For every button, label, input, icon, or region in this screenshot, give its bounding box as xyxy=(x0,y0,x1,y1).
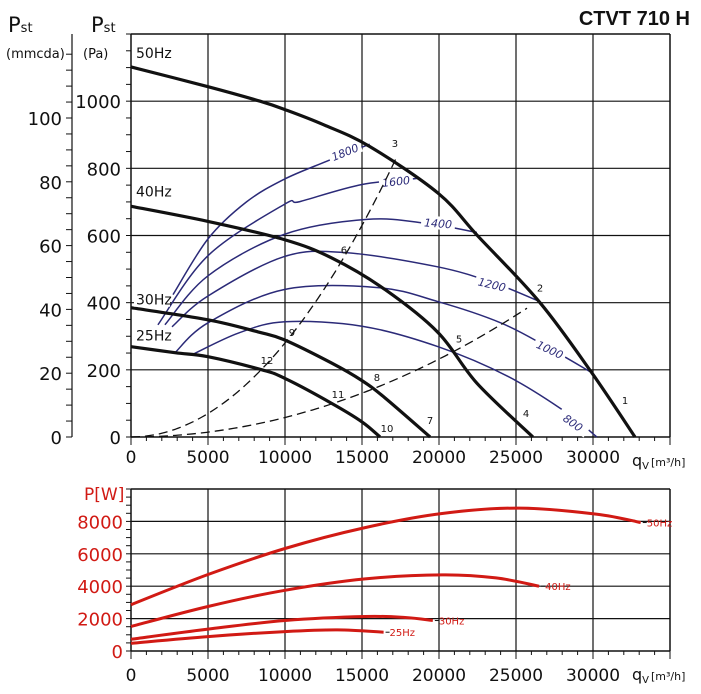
y-unit-mmcda: (mmcda) xyxy=(6,47,65,62)
rpm-label: 1600 xyxy=(381,174,410,190)
y-tick-label-pa: 0 xyxy=(110,428,121,449)
x-tick-label: 30000 xyxy=(566,448,620,468)
power-curve-label: 30Hz xyxy=(439,617,465,628)
operating-point-label: 11 xyxy=(332,390,345,401)
rpm-label-bg xyxy=(420,215,456,231)
x-axis-title: qV [m³/h] xyxy=(632,451,685,472)
fan-curve-30Hz xyxy=(130,306,432,439)
power-curve-label: 25Hz xyxy=(390,628,416,639)
system-curve-2 xyxy=(130,307,528,438)
x-title-main: q xyxy=(632,665,642,684)
power-curve-30Hz xyxy=(130,614,433,641)
y-tick-label-pa: 600 xyxy=(87,227,121,248)
y-tick-label-pa: 800 xyxy=(87,159,121,180)
y-title-main: P xyxy=(91,13,104,37)
y-tick-label-mmcda: 0 xyxy=(51,428,62,449)
x-tick-label: 0 xyxy=(126,448,137,468)
x-tick-label: 15000 xyxy=(335,448,389,468)
rpm-curve-1800 xyxy=(172,143,370,296)
x-title-sub: V xyxy=(642,675,649,686)
y-tick-label-mmcda: 100 xyxy=(28,109,62,130)
y-tick-label-pa: 400 xyxy=(87,294,121,315)
operating-point-label: 7 xyxy=(427,416,433,427)
operating-point-label: 12 xyxy=(261,356,274,367)
power-chart: 0 5000 10000 15000 20000 25000 30000 0 2000 4000 6… xyxy=(77,485,685,686)
y-unit-pa: (Pa) xyxy=(83,47,108,62)
y-tick-label-pa: 200 xyxy=(87,361,121,382)
rpm-label-bg xyxy=(555,407,591,438)
y-tick-label: 6000 xyxy=(77,545,123,566)
y-axis-title-pa: Pst xyxy=(91,13,116,37)
y-tick-label-mmcda: 40 xyxy=(39,300,62,321)
pressure-chart: 0 5000 10000 15000 20000 25000 300000200400600… xyxy=(6,13,685,472)
y-title-sub: st xyxy=(104,21,116,36)
operating-point-label: 5 xyxy=(456,335,462,346)
y-tick-label: 0 xyxy=(112,642,123,663)
operating-point-label: 8 xyxy=(374,373,380,384)
x-tick-label: 25000 xyxy=(489,666,543,686)
x-unit: [m³/h] xyxy=(651,670,685,683)
x-tick-label: 20000 xyxy=(412,666,466,686)
rpm-curve-1600 xyxy=(157,177,418,326)
power-curve-40Hz xyxy=(130,573,540,628)
y-axis-title-mmcda: Pst xyxy=(8,13,33,37)
x-tick-label: 10000 xyxy=(258,448,312,468)
y-tick-label: 8000 xyxy=(77,512,123,533)
y-tick-label-pa: 1000 xyxy=(75,92,121,113)
hz-label-bg xyxy=(134,290,170,307)
fan-curve-40Hz xyxy=(130,204,535,439)
fan-curve-label: 40Hz xyxy=(136,184,172,200)
rpm-label: 1200 xyxy=(477,276,507,295)
power-curve-label: 40Hz xyxy=(545,582,571,593)
x-tick-label: 5000 xyxy=(186,666,229,686)
x-tick-label: 10000 xyxy=(258,666,312,686)
y-title-sub: st xyxy=(21,21,33,36)
system-curve-1 xyxy=(130,155,398,438)
rpm-label: 1000 xyxy=(534,338,565,362)
fan-curve-label: 30Hz xyxy=(136,293,172,309)
operating-point-label: 9 xyxy=(289,328,295,339)
x-tick-label: 30000 xyxy=(566,666,620,686)
fan-curve-label: 50Hz xyxy=(136,46,172,62)
rpm-label: 1800 xyxy=(330,141,361,164)
rpm-curve-1000 xyxy=(174,284,593,374)
x-tick-label: 15000 xyxy=(335,666,389,686)
x-tick-label: 20000 xyxy=(412,448,466,468)
rpm-label-bg xyxy=(474,273,511,295)
y-tick-label: 2000 xyxy=(77,610,123,631)
operating-point-label: 6 xyxy=(341,246,347,257)
y-tick-label-mmcda: 60 xyxy=(39,237,62,258)
hz-label-bg xyxy=(134,326,170,343)
rpm-curve-800 xyxy=(191,320,598,438)
y-tick-label: 4000 xyxy=(77,577,123,598)
fan-curve-50Hz xyxy=(130,65,637,438)
x-tick-label: 0 xyxy=(126,666,137,686)
power-curve-label: 50Hz xyxy=(647,519,673,530)
operating-point-label: 3 xyxy=(392,139,398,150)
operating-point-label: 1 xyxy=(622,396,628,407)
chart-title: CTVT 710 H xyxy=(579,8,690,30)
y-title-main: P xyxy=(8,13,21,37)
rpm-label-bg xyxy=(326,139,364,165)
rpm-label: 1400 xyxy=(424,216,453,231)
y-tick-label-mmcda: 80 xyxy=(39,173,62,194)
fan-curve-label: 25Hz xyxy=(136,329,172,345)
x-unit: [m³/h] xyxy=(651,456,685,469)
x-tick-label: 25000 xyxy=(489,448,543,468)
y-tick-label-mmcda: 20 xyxy=(39,364,62,385)
operating-point-label: 2 xyxy=(537,284,543,295)
operating-point-label: 4 xyxy=(523,409,529,420)
fan-curve-25Hz xyxy=(130,345,382,439)
x-tick-label: 5000 xyxy=(186,448,229,468)
x-axis-title: qV [m³/h] xyxy=(632,665,685,686)
x-title-main: q xyxy=(632,451,642,470)
rpm-label-bg xyxy=(531,336,569,363)
power-curve-25Hz xyxy=(130,628,384,645)
x-title-sub: V xyxy=(642,461,649,472)
operating-point-label: 10 xyxy=(381,424,394,435)
y-axis-title: P[W] xyxy=(84,485,124,505)
power-curve-50Hz xyxy=(130,506,641,607)
